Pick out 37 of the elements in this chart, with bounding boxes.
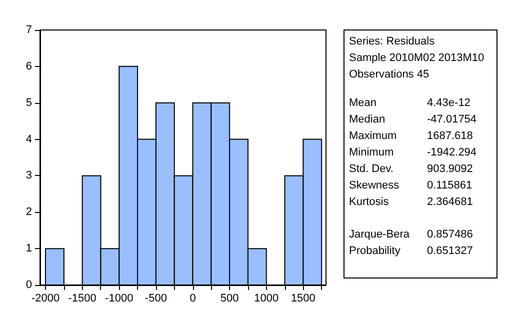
x-tick-label: -500 bbox=[144, 292, 167, 304]
y-tick-label: 7 bbox=[26, 24, 32, 36]
text: Maximum bbox=[349, 130, 397, 142]
x-tick-label: 500 bbox=[220, 292, 239, 304]
text: 903.9092 bbox=[427, 163, 473, 175]
x-tick-label: 0 bbox=[190, 292, 196, 304]
text: Jarque-Bera bbox=[349, 228, 410, 240]
y-tick-label: 1 bbox=[26, 242, 32, 255]
text: 4.43e-12 bbox=[427, 97, 470, 109]
y-tick-label: 0 bbox=[26, 279, 32, 291]
x-tick-label: 1500 bbox=[290, 292, 316, 304]
text: 0.115861 bbox=[427, 180, 472, 192]
text: Observations 45 bbox=[349, 68, 430, 80]
y-tick-label: 2 bbox=[26, 206, 32, 218]
text: Probability bbox=[349, 245, 401, 257]
text: Sample 2010M02 2013M10 bbox=[349, 52, 484, 64]
text: 2.364681 bbox=[427, 196, 473, 208]
text: -47.01754 bbox=[427, 114, 477, 126]
y-tick-label: 4 bbox=[26, 133, 32, 146]
text: Minimum bbox=[349, 146, 394, 158]
text: 0.651327 bbox=[427, 245, 473, 257]
x-tick-label: -1000 bbox=[105, 292, 134, 304]
text: Median bbox=[349, 114, 386, 126]
x-tick-label: -2000 bbox=[31, 292, 60, 304]
y-tick-label: 6 bbox=[26, 60, 32, 72]
text: -1942.294 bbox=[427, 146, 477, 158]
y-tick-label: 5 bbox=[26, 96, 32, 109]
text: 0.857486 bbox=[427, 228, 473, 240]
text: Kurtosis bbox=[349, 196, 390, 208]
text: Mean bbox=[349, 97, 377, 109]
text: Skewness bbox=[349, 180, 400, 192]
x-tick-label: -1500 bbox=[68, 292, 96, 304]
text: 1687.618 bbox=[427, 130, 473, 142]
y-tick-label: 3 bbox=[26, 170, 32, 182]
text: Series: Residuals bbox=[349, 36, 436, 48]
x-tick-label: 1000 bbox=[254, 292, 279, 304]
text: Std. Dev. bbox=[349, 163, 394, 175]
